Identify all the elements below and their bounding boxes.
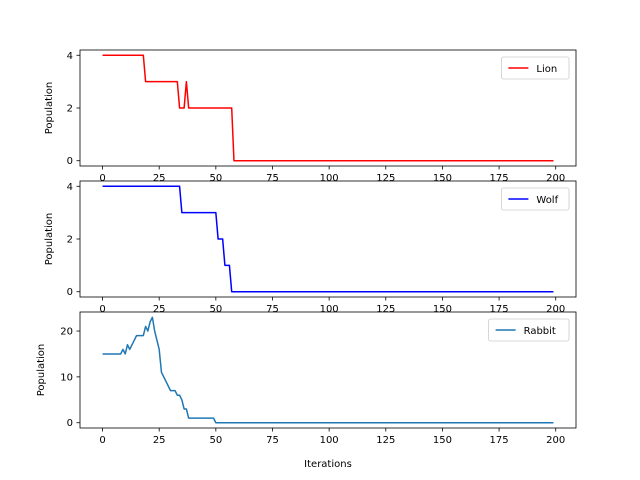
legend: Lion xyxy=(500,56,570,80)
x-tick-label: 150 xyxy=(433,435,452,446)
x-tick-label: 25 xyxy=(153,173,166,184)
y-tick-label: 0 xyxy=(67,287,73,298)
x-tick-label: 125 xyxy=(376,173,395,184)
subplot-2: 0 25 50 75 100 125 150 175 200 0 2 4 Population Wolf xyxy=(44,180,577,315)
x-tick-label: 25 xyxy=(153,435,166,446)
y-tick-label: 2 xyxy=(67,104,73,115)
x-tick-label: 50 xyxy=(209,435,222,446)
x-tick-label: 125 xyxy=(376,435,395,446)
x-tick-label: 75 xyxy=(266,304,279,315)
legend-label: Lion xyxy=(536,64,557,75)
y-tick-label: 10 xyxy=(60,372,73,383)
x-tick-label: 125 xyxy=(376,304,395,315)
x-tick-label: 0 xyxy=(99,435,105,446)
y-tick-label: 0 xyxy=(67,156,73,167)
x-tick-label: 200 xyxy=(546,173,565,184)
x-tick-label: 0 xyxy=(99,304,105,315)
legend-box xyxy=(500,56,570,80)
x-tick-label: 100 xyxy=(320,435,339,446)
legend: Rabbit xyxy=(488,318,570,342)
subplot-3: 0 25 50 75 100 125 150 175 200 0 10 20 Population Ite… xyxy=(36,311,577,470)
x-tick-label: 175 xyxy=(490,435,509,446)
x-axis-label: Iterations xyxy=(304,459,352,470)
legend-label: Rabbit xyxy=(524,326,556,337)
y-axis-label: Population xyxy=(36,344,47,397)
series-line-rabbit xyxy=(102,316,554,424)
x-tick-label: 75 xyxy=(266,435,279,446)
x-tick-label: 100 xyxy=(320,304,339,315)
legend-box xyxy=(500,187,570,211)
series-line-wolf xyxy=(102,185,554,293)
x-tick-label: 75 xyxy=(266,173,279,184)
x-tick-label: 175 xyxy=(490,304,509,315)
y-tick-label: 2 xyxy=(67,235,73,246)
axes-frame xyxy=(79,311,577,429)
y-axis-label: Population xyxy=(44,82,55,135)
x-tick-label: 50 xyxy=(209,304,222,315)
x-tick-label: 25 xyxy=(153,304,166,315)
x-tick-label: 50 xyxy=(209,173,222,184)
legend: Wolf xyxy=(500,187,570,211)
x-tick-label: 175 xyxy=(490,173,509,184)
y-tick-label: 20 xyxy=(60,327,73,338)
series-line-lion xyxy=(102,54,554,162)
subplot-1: 0 25 50 75 100 125 150 175 200 0 2 4 Population Lion xyxy=(44,49,577,184)
legend-label: Wolf xyxy=(536,195,558,206)
legend-box xyxy=(488,318,570,342)
x-tick-label: 200 xyxy=(546,435,565,446)
x-tick-label: 150 xyxy=(433,304,452,315)
x-tick-label: 150 xyxy=(433,173,452,184)
y-tick-label: 0 xyxy=(67,418,73,429)
x-tick-label: 0 xyxy=(99,173,105,184)
x-tick-label: 200 xyxy=(546,304,565,315)
y-tick-label: 4 xyxy=(67,51,73,62)
y-axis-label: Population xyxy=(44,213,55,266)
x-tick-label: 100 xyxy=(320,173,339,184)
y-tick-label: 4 xyxy=(67,182,73,193)
